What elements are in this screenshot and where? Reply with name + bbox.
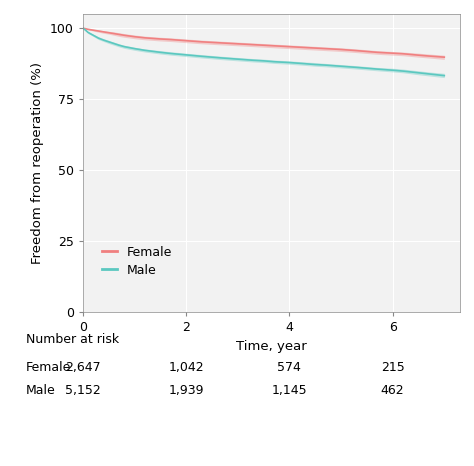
Female bbox=[91, 27, 96, 33]
Male bbox=[199, 54, 204, 59]
Text: Female: Female bbox=[26, 361, 72, 374]
Female bbox=[116, 32, 122, 37]
Male bbox=[157, 49, 163, 55]
Male bbox=[132, 46, 137, 51]
Female bbox=[400, 51, 406, 56]
Male bbox=[441, 73, 447, 78]
Male bbox=[96, 35, 101, 41]
Male bbox=[302, 61, 308, 67]
Male bbox=[323, 62, 328, 68]
Male bbox=[121, 44, 127, 49]
X-axis label: Time, year: Time, year bbox=[236, 340, 307, 353]
Female bbox=[219, 40, 225, 46]
Male bbox=[80, 25, 86, 31]
Male bbox=[374, 66, 380, 72]
Female bbox=[183, 38, 189, 43]
Male bbox=[390, 68, 395, 73]
Male bbox=[82, 27, 88, 33]
Female bbox=[390, 50, 395, 56]
Male bbox=[416, 70, 421, 75]
Text: 215: 215 bbox=[381, 361, 404, 374]
Line: Female: Female bbox=[83, 28, 444, 57]
Text: 1,042: 1,042 bbox=[168, 361, 204, 374]
Text: 2,647: 2,647 bbox=[65, 361, 101, 374]
Female bbox=[287, 44, 292, 49]
Male bbox=[85, 30, 91, 35]
Male bbox=[338, 63, 344, 69]
Text: 1,145: 1,145 bbox=[272, 384, 307, 397]
Text: 5,152: 5,152 bbox=[65, 384, 101, 397]
Female bbox=[364, 48, 370, 54]
Female bbox=[121, 33, 127, 38]
Text: Male: Male bbox=[26, 384, 56, 397]
Female bbox=[302, 45, 308, 50]
Female bbox=[111, 31, 117, 36]
Male bbox=[183, 52, 189, 58]
Female bbox=[323, 46, 328, 51]
Female bbox=[209, 40, 215, 45]
Y-axis label: Freedom from reoperation (%): Freedom from reoperation (%) bbox=[31, 62, 45, 264]
Female bbox=[80, 25, 86, 31]
Male bbox=[271, 59, 277, 64]
Male bbox=[101, 37, 107, 43]
Male bbox=[261, 58, 266, 64]
Male bbox=[219, 55, 225, 61]
Female bbox=[261, 42, 266, 48]
Male bbox=[168, 51, 173, 56]
Female bbox=[441, 55, 447, 60]
Female bbox=[271, 43, 277, 48]
Male bbox=[91, 33, 96, 38]
Female bbox=[106, 30, 111, 35]
Male bbox=[400, 69, 406, 74]
Female bbox=[426, 53, 432, 59]
Female bbox=[132, 34, 137, 40]
Male bbox=[106, 39, 111, 45]
Female bbox=[142, 35, 148, 41]
Female bbox=[82, 26, 88, 32]
Legend: Female, Male: Female, Male bbox=[97, 241, 177, 282]
Female bbox=[312, 45, 318, 51]
Male bbox=[116, 42, 122, 48]
Text: 462: 462 bbox=[381, 384, 404, 397]
Female bbox=[416, 52, 421, 58]
Female bbox=[374, 49, 380, 55]
Male bbox=[235, 56, 241, 62]
Text: 574: 574 bbox=[277, 361, 301, 374]
Text: 1,939: 1,939 bbox=[168, 384, 204, 397]
Female bbox=[157, 36, 163, 42]
Female bbox=[199, 39, 204, 45]
Female bbox=[101, 29, 107, 34]
Male bbox=[312, 62, 318, 67]
Female bbox=[85, 27, 91, 32]
Male bbox=[142, 48, 148, 53]
Male bbox=[250, 57, 256, 63]
Female bbox=[250, 42, 256, 48]
Text: Number at risk: Number at risk bbox=[26, 333, 119, 346]
Line: Male: Male bbox=[83, 28, 444, 75]
Male bbox=[209, 55, 215, 60]
Female bbox=[235, 41, 241, 47]
Male bbox=[287, 60, 292, 65]
Male bbox=[426, 71, 432, 77]
Male bbox=[364, 65, 370, 71]
Female bbox=[338, 47, 344, 52]
Female bbox=[96, 28, 101, 34]
Male bbox=[354, 65, 359, 70]
Female bbox=[354, 48, 359, 54]
Female bbox=[168, 37, 173, 42]
Male bbox=[111, 41, 117, 46]
